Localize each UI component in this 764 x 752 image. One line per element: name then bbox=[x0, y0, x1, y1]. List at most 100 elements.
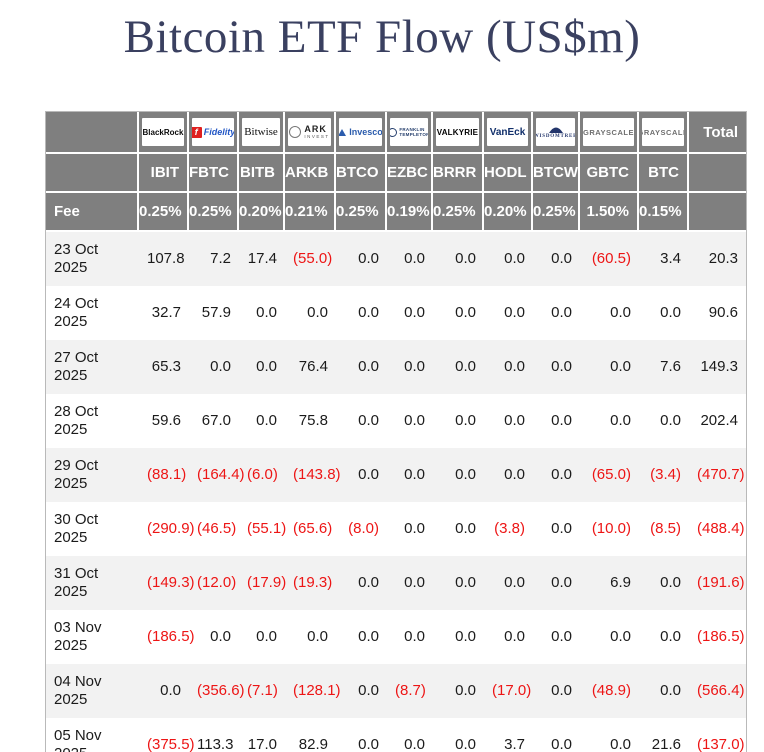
value-cell: (55.1) bbox=[239, 502, 286, 556]
value-cell: 0.0 bbox=[387, 502, 433, 556]
provider-logo-row: BlackRock f Fidelity Bitwise ARK INVEST Invesc… bbox=[46, 112, 746, 154]
value-cell: 0.0 bbox=[189, 340, 239, 394]
table-row: 24 Oct 2025 32.7 57.9 0.0 0.0 0.0 0.0 0.0 0.0 0.0… bbox=[46, 286, 746, 340]
value-cell: (17.0) bbox=[484, 664, 533, 718]
value-cell: 0.0 bbox=[336, 232, 387, 286]
ticker-btco: BTCO bbox=[336, 154, 387, 193]
value-cell: (6.0) bbox=[239, 448, 285, 502]
value-cell: (164.4) bbox=[189, 448, 245, 502]
value-cell: 0.0 bbox=[387, 610, 433, 664]
value-cell: 0.0 bbox=[433, 394, 484, 448]
fee-btcw: 0.25% bbox=[533, 193, 580, 232]
value-cell: 6.9 bbox=[580, 556, 639, 610]
ticker-ibit: IBIT bbox=[139, 154, 189, 193]
value-cell: 0.0 bbox=[433, 610, 484, 664]
provider-cell-gbtc: GRAYSCALE bbox=[580, 112, 639, 154]
wisdomtree-tree-icon bbox=[548, 127, 563, 133]
fee-gbtc: 1.50% bbox=[580, 193, 639, 232]
value-cell: 0.0 bbox=[533, 718, 580, 752]
value-cell: (143.8) bbox=[285, 448, 341, 502]
etf-flow-table: BlackRock f Fidelity Bitwise ARK INVEST Invesc… bbox=[46, 112, 746, 752]
fee-ibit: 0.25% bbox=[139, 193, 189, 232]
value-cell: 0.0 bbox=[533, 394, 580, 448]
value-cell: (7.1) bbox=[239, 664, 285, 718]
ticker-total-blank bbox=[689, 154, 746, 193]
value-cell: 0.0 bbox=[639, 610, 689, 664]
value-cell: 0.0 bbox=[387, 556, 433, 610]
value-cell: 0.0 bbox=[484, 448, 533, 502]
value-cell: (470.7) bbox=[689, 448, 746, 502]
value-cell: 113.3 bbox=[189, 718, 239, 752]
value-cell: 0.0 bbox=[533, 286, 580, 340]
value-cell: 0.0 bbox=[580, 610, 639, 664]
provider-cell-brrr: VALKYRIE bbox=[433, 112, 484, 154]
value-cell: 57.9 bbox=[189, 286, 239, 340]
table-row: 30 Oct 2025 (290.9) (46.5) (55.1) (65.6) (8.0… bbox=[46, 502, 746, 556]
value-cell: (12.0) bbox=[189, 556, 239, 610]
value-cell: 0.0 bbox=[433, 502, 484, 556]
table-row: 27 Oct 2025 65.3 0.0 0.0 76.4 0.0 0.0 0.0 0.0 0.0… bbox=[46, 340, 746, 394]
value-cell: (46.5) bbox=[189, 502, 239, 556]
value-cell: 0.0 bbox=[580, 718, 639, 752]
fee-fbtc: 0.25% bbox=[189, 193, 239, 232]
value-cell: (88.1) bbox=[139, 448, 189, 502]
value-cell: 0.0 bbox=[139, 664, 189, 718]
value-cell: 0.0 bbox=[533, 340, 580, 394]
value-cell: 20.3 bbox=[689, 232, 746, 286]
value-cell: 0.0 bbox=[533, 232, 580, 286]
value-cell: (19.3) bbox=[285, 556, 336, 610]
provider-cell-arkb: ARK INVEST bbox=[285, 112, 336, 154]
provider-cell-bitb: Bitwise bbox=[239, 112, 285, 154]
provider-cell-btc: GRAYSCALE bbox=[639, 112, 689, 154]
ticker-bitb: BITB bbox=[239, 154, 285, 193]
ticker-row: IBIT FBTC BITB ARKB BTCO EZBC BRRR HODL BTCW GBTC… bbox=[46, 154, 746, 193]
value-cell: 0.0 bbox=[336, 664, 387, 718]
provider-cell-hodl: VanEck bbox=[484, 112, 533, 154]
value-cell: 32.7 bbox=[139, 286, 189, 340]
value-cell: (60.5) bbox=[580, 232, 639, 286]
value-cell: 0.0 bbox=[639, 556, 689, 610]
table-row: 29 Oct 2025 (88.1) (164.4) (6.0) (143.8) 0.0 0… bbox=[46, 448, 746, 502]
date-cell: 24 Oct 2025 bbox=[46, 286, 139, 340]
fee-ezbc: 0.19% bbox=[387, 193, 433, 232]
grayscale-btc-logo: GRAYSCALE bbox=[642, 118, 684, 146]
value-cell: 65.3 bbox=[139, 340, 189, 394]
value-cell: 76.4 bbox=[285, 340, 336, 394]
value-cell: 0.0 bbox=[433, 556, 484, 610]
value-cell: (290.9) bbox=[139, 502, 195, 556]
ticker-arkb: ARKB bbox=[285, 154, 336, 193]
value-cell: 0.0 bbox=[484, 394, 533, 448]
value-cell: (10.0) bbox=[580, 502, 639, 556]
date-cell: 04 Nov 2025 bbox=[46, 664, 139, 718]
fee-brrr: 0.25% bbox=[433, 193, 484, 232]
ark-logo: ARK INVEST bbox=[288, 118, 331, 146]
value-cell: 0.0 bbox=[433, 286, 484, 340]
value-cell: 21.6 bbox=[639, 718, 689, 752]
value-cell: 0.0 bbox=[580, 340, 639, 394]
value-cell: 0.0 bbox=[484, 286, 533, 340]
value-cell: 0.0 bbox=[639, 664, 689, 718]
page-title: Bitcoin ETF Flow (US$m) bbox=[123, 11, 641, 63]
value-cell: 17.0 bbox=[239, 718, 285, 752]
value-cell: 0.0 bbox=[484, 340, 533, 394]
value-cell: 0.0 bbox=[387, 718, 433, 752]
value-cell: 0.0 bbox=[336, 286, 387, 340]
value-cell: (186.5) bbox=[139, 610, 195, 664]
fee-btco: 0.25% bbox=[336, 193, 387, 232]
value-cell: (488.4) bbox=[689, 502, 746, 556]
table-row: 28 Oct 2025 59.6 67.0 0.0 75.8 0.0 0.0 0.0 0.0 0.… bbox=[46, 394, 746, 448]
value-cell: 0.0 bbox=[433, 718, 484, 752]
ticker-ezbc: EZBC bbox=[387, 154, 433, 193]
wisdomtree-logo: WISDOMTREE bbox=[536, 118, 575, 146]
value-cell: 0.0 bbox=[387, 286, 433, 340]
ticker-btc: BTC bbox=[639, 154, 689, 193]
table-row: 23 Oct 2025 107.8 7.2 17.4 (55.0) 0.0 0.0 0.0 0.… bbox=[46, 232, 746, 286]
date-cell: 30 Oct 2025 bbox=[46, 502, 139, 556]
date-cell: 29 Oct 2025 bbox=[46, 448, 139, 502]
provider-cell-btco: Invesco bbox=[336, 112, 387, 154]
value-cell: 0.0 bbox=[387, 394, 433, 448]
value-cell: (3.8) bbox=[484, 502, 533, 556]
value-cell: 17.4 bbox=[239, 232, 285, 286]
invesco-logo: Invesco bbox=[339, 118, 382, 146]
corner-cell bbox=[46, 112, 139, 154]
